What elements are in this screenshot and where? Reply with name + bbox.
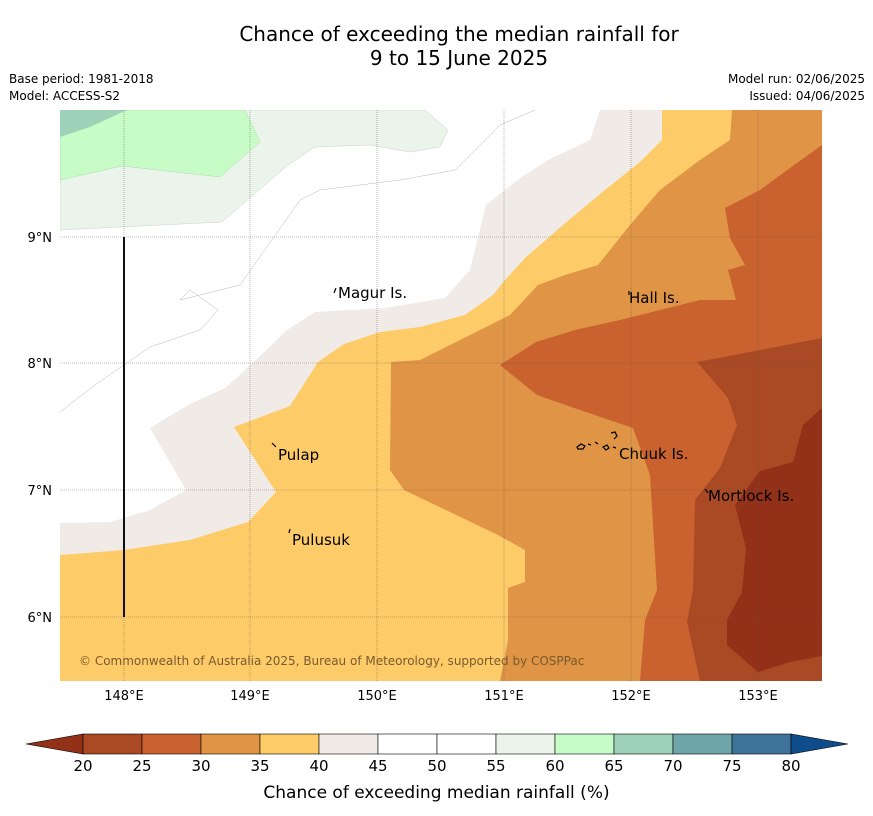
colorbar-swatch	[436, 733, 497, 755]
issued-date: Issued: 04/06/2025	[749, 89, 865, 103]
colorbar-tick-label: 30	[191, 757, 210, 775]
colorbar-swatch	[259, 733, 320, 755]
colorbar-over-arrow	[790, 733, 849, 755]
lat-label-6n: 6°N	[28, 611, 53, 626]
colorbar-swatch	[554, 733, 615, 755]
island-markers	[271, 287, 709, 534]
colorbar-tick-label: 65	[604, 757, 623, 775]
colorbar-tick-label: 25	[132, 757, 151, 775]
colorbar-swatch	[613, 733, 674, 755]
zone-below-20	[727, 408, 822, 672]
map-title-line-1: Chance of exceeding the median rainfall …	[239, 22, 679, 46]
colorbar-tick-label: 80	[781, 757, 800, 775]
contour-lines	[59, 109, 536, 413]
place-label-pulusuk: Pulusuk	[292, 531, 350, 549]
colorbar-under-arrow	[25, 733, 84, 755]
colorbar-swatch	[495, 733, 556, 755]
lon-label-152e: 152°E	[611, 689, 651, 704]
colorbar-tick-label: 45	[368, 757, 387, 775]
lon-label-149e: 149°E	[230, 689, 270, 704]
colorbar-tick-label: 40	[309, 757, 328, 775]
rainfall-probability-map	[60, 110, 822, 681]
colorbar-swatch	[731, 733, 792, 755]
colorbar-tick-label: 70	[663, 757, 682, 775]
lon-label-153e: 153°E	[738, 689, 778, 704]
zone-60-65	[60, 110, 261, 181]
pulap-island-shape	[271, 442, 277, 448]
colorbar: 20 25 30 35 40 45 50 55 60 65 70 75 80	[25, 733, 849, 775]
chuuk-island-shape	[576, 431, 618, 451]
place-label-chuuk: Chuuk Is.	[619, 445, 688, 463]
lon-label-148e: 148°E	[104, 689, 144, 704]
place-label-magur: Magur Is.	[338, 284, 407, 302]
colorbar-swatch	[672, 733, 733, 755]
colorbar-tick-label: 55	[486, 757, 505, 775]
map-gridlines	[60, 110, 822, 681]
place-label-hall: Hall Is.	[629, 289, 680, 307]
colorbar-tick-label: 60	[545, 757, 564, 775]
place-label-mortlock: Mortlock Is.	[708, 487, 794, 505]
colorbar-swatch	[377, 733, 438, 755]
meta-right: Model run: 02/06/2025 Issued: 04/06/2025	[728, 71, 865, 105]
magur-island-shape	[333, 287, 337, 294]
map-title-line-2: 9 to 15 June 2025	[369, 46, 549, 70]
place-label-pulap: Pulap	[278, 446, 319, 464]
colorbar-tick-label: 50	[427, 757, 446, 775]
colorbar-tick-label: 20	[73, 757, 92, 775]
lat-label-8n: 8°N	[28, 357, 53, 372]
colorbar-swatch	[82, 733, 143, 755]
lat-label-9n: 9°N	[28, 231, 53, 246]
colorbar-label: Chance of exceeding median rainfall (%)	[263, 783, 610, 803]
zone-65-70	[60, 110, 127, 137]
lon-label-150e: 150°E	[357, 689, 397, 704]
pulusuk-island-shape	[288, 528, 291, 534]
colorbar-tick-label: 35	[250, 757, 269, 775]
lat-label-7n: 7°N	[28, 484, 53, 499]
colorbar-swatch	[318, 733, 379, 755]
meta-left: Base period: 1981-2018 Model: ACCESS-S2	[9, 71, 154, 105]
model-run: Model run: 02/06/2025	[727, 72, 865, 86]
colorbar-swatch	[200, 733, 261, 755]
base-period: Base period: 1981-2018	[9, 72, 154, 86]
copyright-note: © Commonwealth of Australia 2025, Bureau…	[79, 654, 584, 668]
model-name: Model: ACCESS-S2	[9, 89, 121, 103]
colorbar-tick-label: 75	[722, 757, 741, 775]
mortlock-island-shape	[704, 488, 709, 494]
colorbar-swatch	[141, 733, 202, 755]
lon-label-151e: 151°E	[484, 689, 524, 704]
